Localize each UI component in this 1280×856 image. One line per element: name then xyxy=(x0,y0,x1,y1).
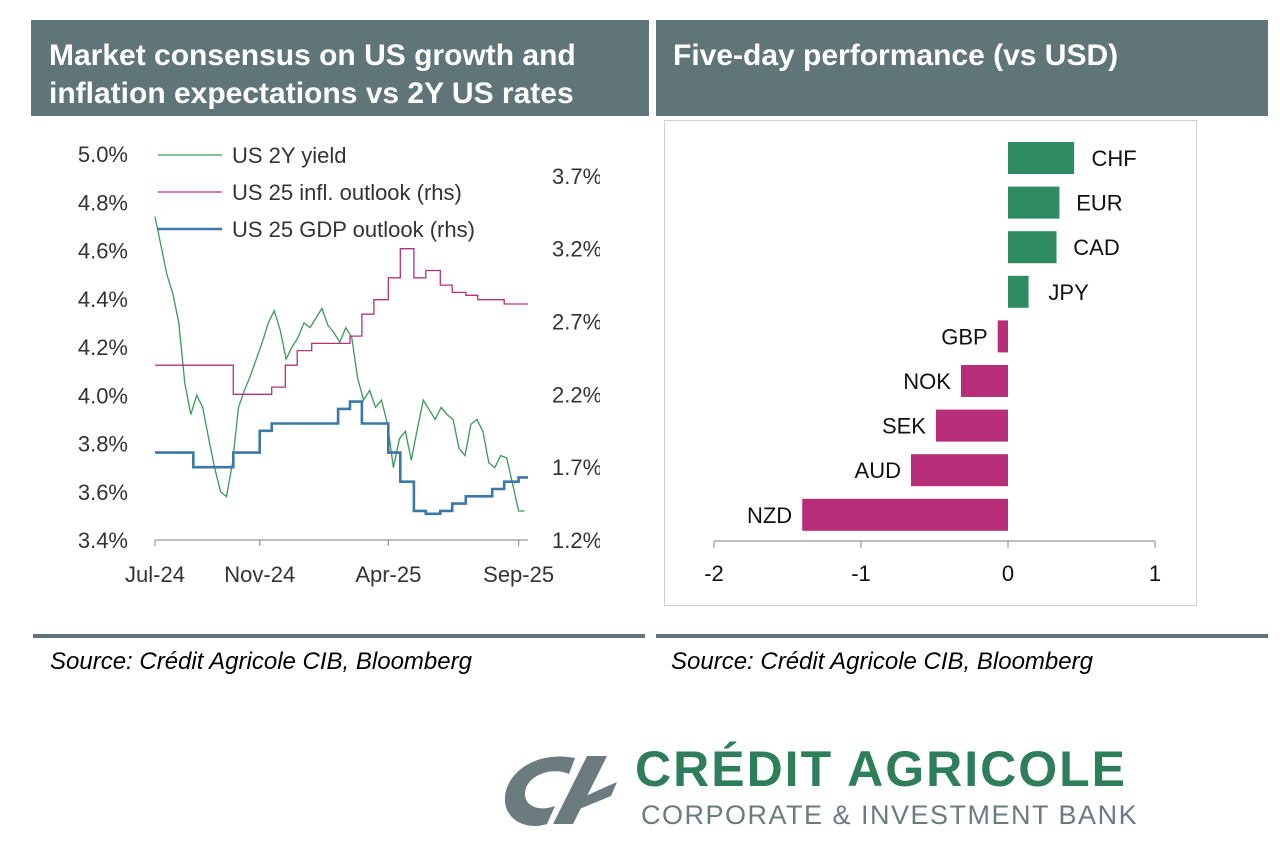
x-tick-label: 1 xyxy=(1149,561,1161,586)
series-line xyxy=(155,400,528,516)
series-line xyxy=(154,216,525,512)
bar xyxy=(1008,275,1029,308)
bar xyxy=(802,498,1008,531)
logo-subtitle: CORPORATE & INVESTMENT BANK xyxy=(641,800,1139,830)
credit-agricole-logo: CRÉDIT AGRICOLE CORPORATE & INVESTMENT B… xyxy=(495,740,1275,840)
bar xyxy=(997,320,1008,353)
left-panel-header: Market consensus on US growth and inflat… xyxy=(31,20,649,116)
category-label: CAD xyxy=(1073,235,1119,260)
y-left-tick-label: 4.8% xyxy=(78,190,128,215)
legend-label: US 25 infl. outlook (rhs) xyxy=(232,180,462,205)
category-label: EUR xyxy=(1076,191,1122,216)
bar-chart-frame xyxy=(664,120,1197,606)
y-right-tick-label: 1.7% xyxy=(552,455,600,480)
y-right-tick-label: 2.7% xyxy=(552,310,600,335)
bar xyxy=(1008,231,1057,264)
y-right-tick-label: 3.7% xyxy=(552,164,600,189)
legend-label: US 2Y yield xyxy=(232,143,347,168)
y-right-tick-label: 3.2% xyxy=(552,237,600,262)
y-right-tick-label: 2.2% xyxy=(552,382,600,407)
x-tick-label: Apr-25 xyxy=(355,562,421,587)
y-left-tick-label: 3.4% xyxy=(78,528,128,553)
left-source-note: Source: Crédit Agricole CIB, Bloomberg xyxy=(50,648,472,675)
left-panel-title: Market consensus on US growth and inflat… xyxy=(49,39,576,110)
category-label: JPY xyxy=(1048,280,1089,305)
y-left-tick-label: 4.4% xyxy=(78,287,128,312)
y-left-tick-label: 4.6% xyxy=(78,239,128,264)
right-divider xyxy=(656,634,1268,638)
bar xyxy=(960,365,1008,397)
bar xyxy=(1008,142,1075,174)
category-label: AUD xyxy=(855,458,901,483)
legend-label: US 25 GDP outlook (rhs) xyxy=(232,217,475,242)
bar xyxy=(910,454,1008,487)
category-label: NZD xyxy=(747,503,792,528)
y-right-tick-label: 1.2% xyxy=(552,528,600,553)
right-panel-title: Five-day performance (vs USD) xyxy=(673,39,1119,72)
y-left-tick-label: 5.0% xyxy=(78,142,128,167)
x-tick-label: -2 xyxy=(704,561,724,586)
y-left-tick-label: 4.2% xyxy=(78,335,128,360)
bar-chart: CHF EUR CAD JPY GBP NOK SEK AUD NZD -2 -1 0 1 xyxy=(704,142,1161,586)
line-chart: 5.0% 4.8% 4.6% 4.4% 4.2% 4.0% 3.8% 3.6% 3.4% 3.7%… xyxy=(78,142,600,587)
category-label: CHF xyxy=(1092,146,1137,171)
category-label: GBP xyxy=(941,324,987,349)
right-panel-header: Five-day performance (vs USD) xyxy=(656,20,1268,116)
bar xyxy=(1008,186,1060,219)
category-label: SEK xyxy=(882,414,926,439)
y-left-tick-label: 3.8% xyxy=(78,432,128,457)
logo-emblem-icon xyxy=(504,756,617,826)
right-source-note: Source: Crédit Agricole CIB, Bloomberg xyxy=(671,648,1093,675)
logo-title: CRÉDIT AGRICOLE xyxy=(635,741,1128,797)
bar xyxy=(935,409,1008,442)
x-tick-label: Sep-25 xyxy=(483,562,554,587)
y-left-tick-label: 3.6% xyxy=(78,480,128,505)
series-line xyxy=(155,248,528,395)
x-tick-label: -1 xyxy=(851,561,871,586)
left-divider xyxy=(33,634,645,638)
y-left-tick-label: 4.0% xyxy=(78,383,128,408)
x-tick-label: 0 xyxy=(1002,561,1014,586)
x-tick-label: Jul-24 xyxy=(125,562,185,587)
x-tick-label: Nov-24 xyxy=(224,562,295,587)
category-label: NOK xyxy=(903,369,951,394)
